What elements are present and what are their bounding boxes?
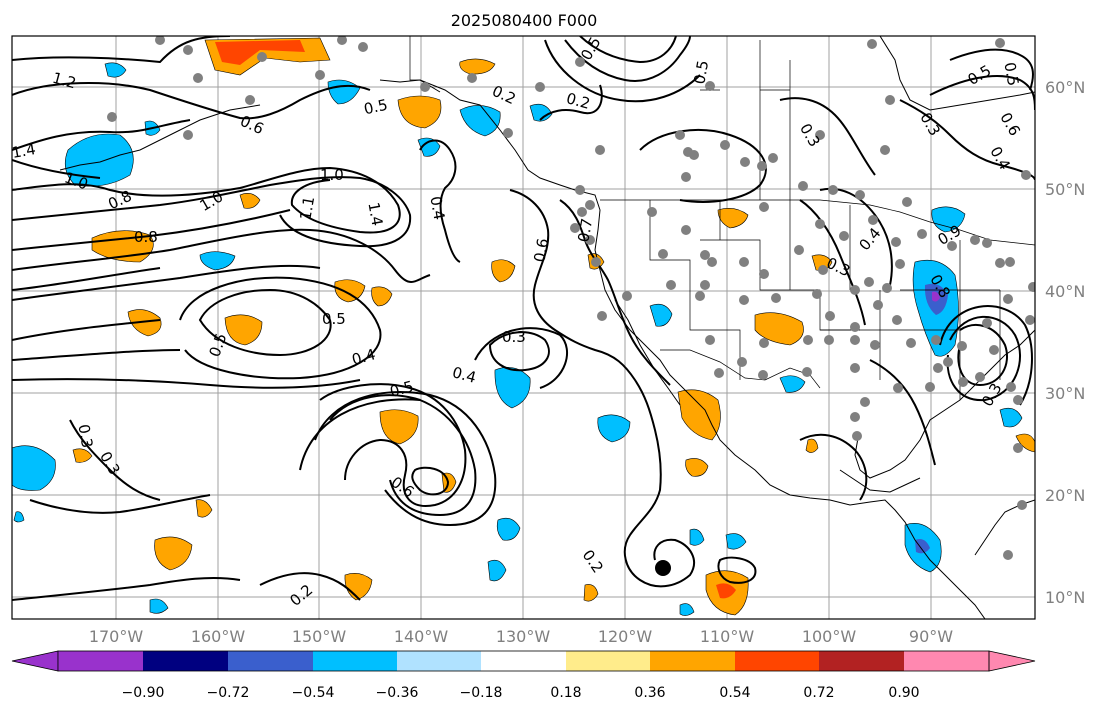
colorbar-tick-label: 0.72 bbox=[803, 685, 834, 701]
colorbar-tick-label: −0.18 bbox=[460, 685, 503, 701]
longitude-label: 120°W bbox=[598, 627, 653, 646]
colorbar-ticks: −0.90 −0.72 −0.54 −0.36 −0.18 0.18 0.36 … bbox=[122, 685, 920, 701]
contour-label: 0.4 bbox=[450, 363, 478, 387]
political-borders bbox=[409, 36, 1035, 400]
colorbar-tick-label: 0.90 bbox=[888, 685, 919, 701]
colorbar-bin bbox=[735, 651, 819, 671]
colorbar-tick-label: −0.36 bbox=[376, 685, 419, 701]
colorbar-upper-extension bbox=[988, 650, 1036, 672]
colorbar-bin bbox=[313, 651, 397, 671]
latitude-axis: 60°N 50°N 40°N 30°N 20°N 10°N bbox=[1045, 78, 1085, 607]
contour-label: 0.5 bbox=[362, 96, 389, 119]
station-markers bbox=[107, 36, 1035, 560]
colorbar bbox=[11, 650, 1036, 672]
longitude-label: 170°W bbox=[89, 627, 144, 646]
latitude-label: 10°N bbox=[1045, 588, 1085, 607]
colorbar-bin bbox=[143, 651, 228, 671]
contour-label: 1.0 bbox=[320, 166, 344, 184]
longitude-label: 90°W bbox=[909, 627, 953, 646]
colorbar-tick-label: 0.54 bbox=[719, 685, 750, 701]
latitude-label: 20°N bbox=[1045, 486, 1085, 505]
negative-anomaly-fills bbox=[12, 62, 1023, 616]
cyclone-center-marker bbox=[655, 560, 671, 576]
colorbar-bin bbox=[58, 651, 143, 671]
contour-label: 0.7 bbox=[574, 217, 596, 244]
contour-label: 1.2 bbox=[50, 69, 78, 93]
contour-label: 1.4 bbox=[10, 140, 37, 162]
contour-label: 0.4 bbox=[350, 345, 378, 369]
map-panel: 1.2 1.4 1.0 0.8 1.0 0.8 1.0 1.1 1.4 0.5 … bbox=[10, 36, 1035, 619]
colorbar-bin bbox=[566, 651, 650, 671]
contour-label: 1.1 bbox=[296, 195, 318, 222]
colorbar-bin bbox=[904, 651, 989, 671]
contour-label: 0.2 bbox=[564, 89, 592, 113]
colorbar-tick-label: 0.36 bbox=[634, 685, 665, 701]
contour-label: 0.5 bbox=[322, 310, 346, 328]
contour-label: 0.8 bbox=[134, 228, 158, 246]
longitude-label: 160°W bbox=[191, 627, 246, 646]
latitude-label: 40°N bbox=[1045, 282, 1085, 301]
map-frame bbox=[11, 35, 1036, 620]
longitude-label: 130°W bbox=[496, 627, 551, 646]
contour-label: 0.3 bbox=[74, 423, 96, 450]
coastlines bbox=[59, 36, 1035, 619]
colorbar-bin bbox=[481, 651, 566, 671]
colorbar-bin bbox=[228, 651, 313, 671]
contour-label: 0.3 bbox=[502, 328, 526, 346]
colorbar-lower-extension bbox=[11, 650, 59, 672]
positive-anomaly-fills bbox=[72, 37, 1035, 616]
longitude-label: 100°W bbox=[802, 627, 857, 646]
contour-label: 0.5 bbox=[690, 59, 712, 86]
figure-title: 2025080400 F000 bbox=[451, 11, 598, 30]
contour-lines bbox=[12, 36, 1035, 601]
contour-label: 1.4 bbox=[364, 201, 386, 228]
colorbar-bin bbox=[397, 651, 481, 671]
colorbar-tick-label: 0.18 bbox=[550, 685, 581, 701]
contour-label: 0.5 bbox=[388, 377, 416, 401]
contour-label: 0.5 bbox=[1000, 61, 1022, 88]
contour-label: 0.4 bbox=[426, 195, 448, 222]
latitude-label: 50°N bbox=[1045, 180, 1085, 199]
colorbar-tick-label: −0.54 bbox=[292, 685, 335, 701]
longitude-label: 150°W bbox=[292, 627, 347, 646]
longitude-axis: 170°W 160°W 150°W 140°W 130°W 120°W 110°… bbox=[89, 627, 953, 646]
contour-label: 0.6 bbox=[530, 237, 552, 264]
latitude-label: 30°N bbox=[1045, 384, 1085, 403]
colorbar-bin bbox=[650, 651, 735, 671]
longitude-label: 140°W bbox=[394, 627, 449, 646]
colorbar-bin bbox=[819, 651, 904, 671]
latitude-label: 60°N bbox=[1045, 78, 1085, 97]
colorbar-tick-label: −0.72 bbox=[207, 685, 250, 701]
colorbar-tick-label: −0.90 bbox=[122, 685, 165, 701]
graticule bbox=[12, 36, 1035, 619]
longitude-label: 110°W bbox=[700, 627, 755, 646]
